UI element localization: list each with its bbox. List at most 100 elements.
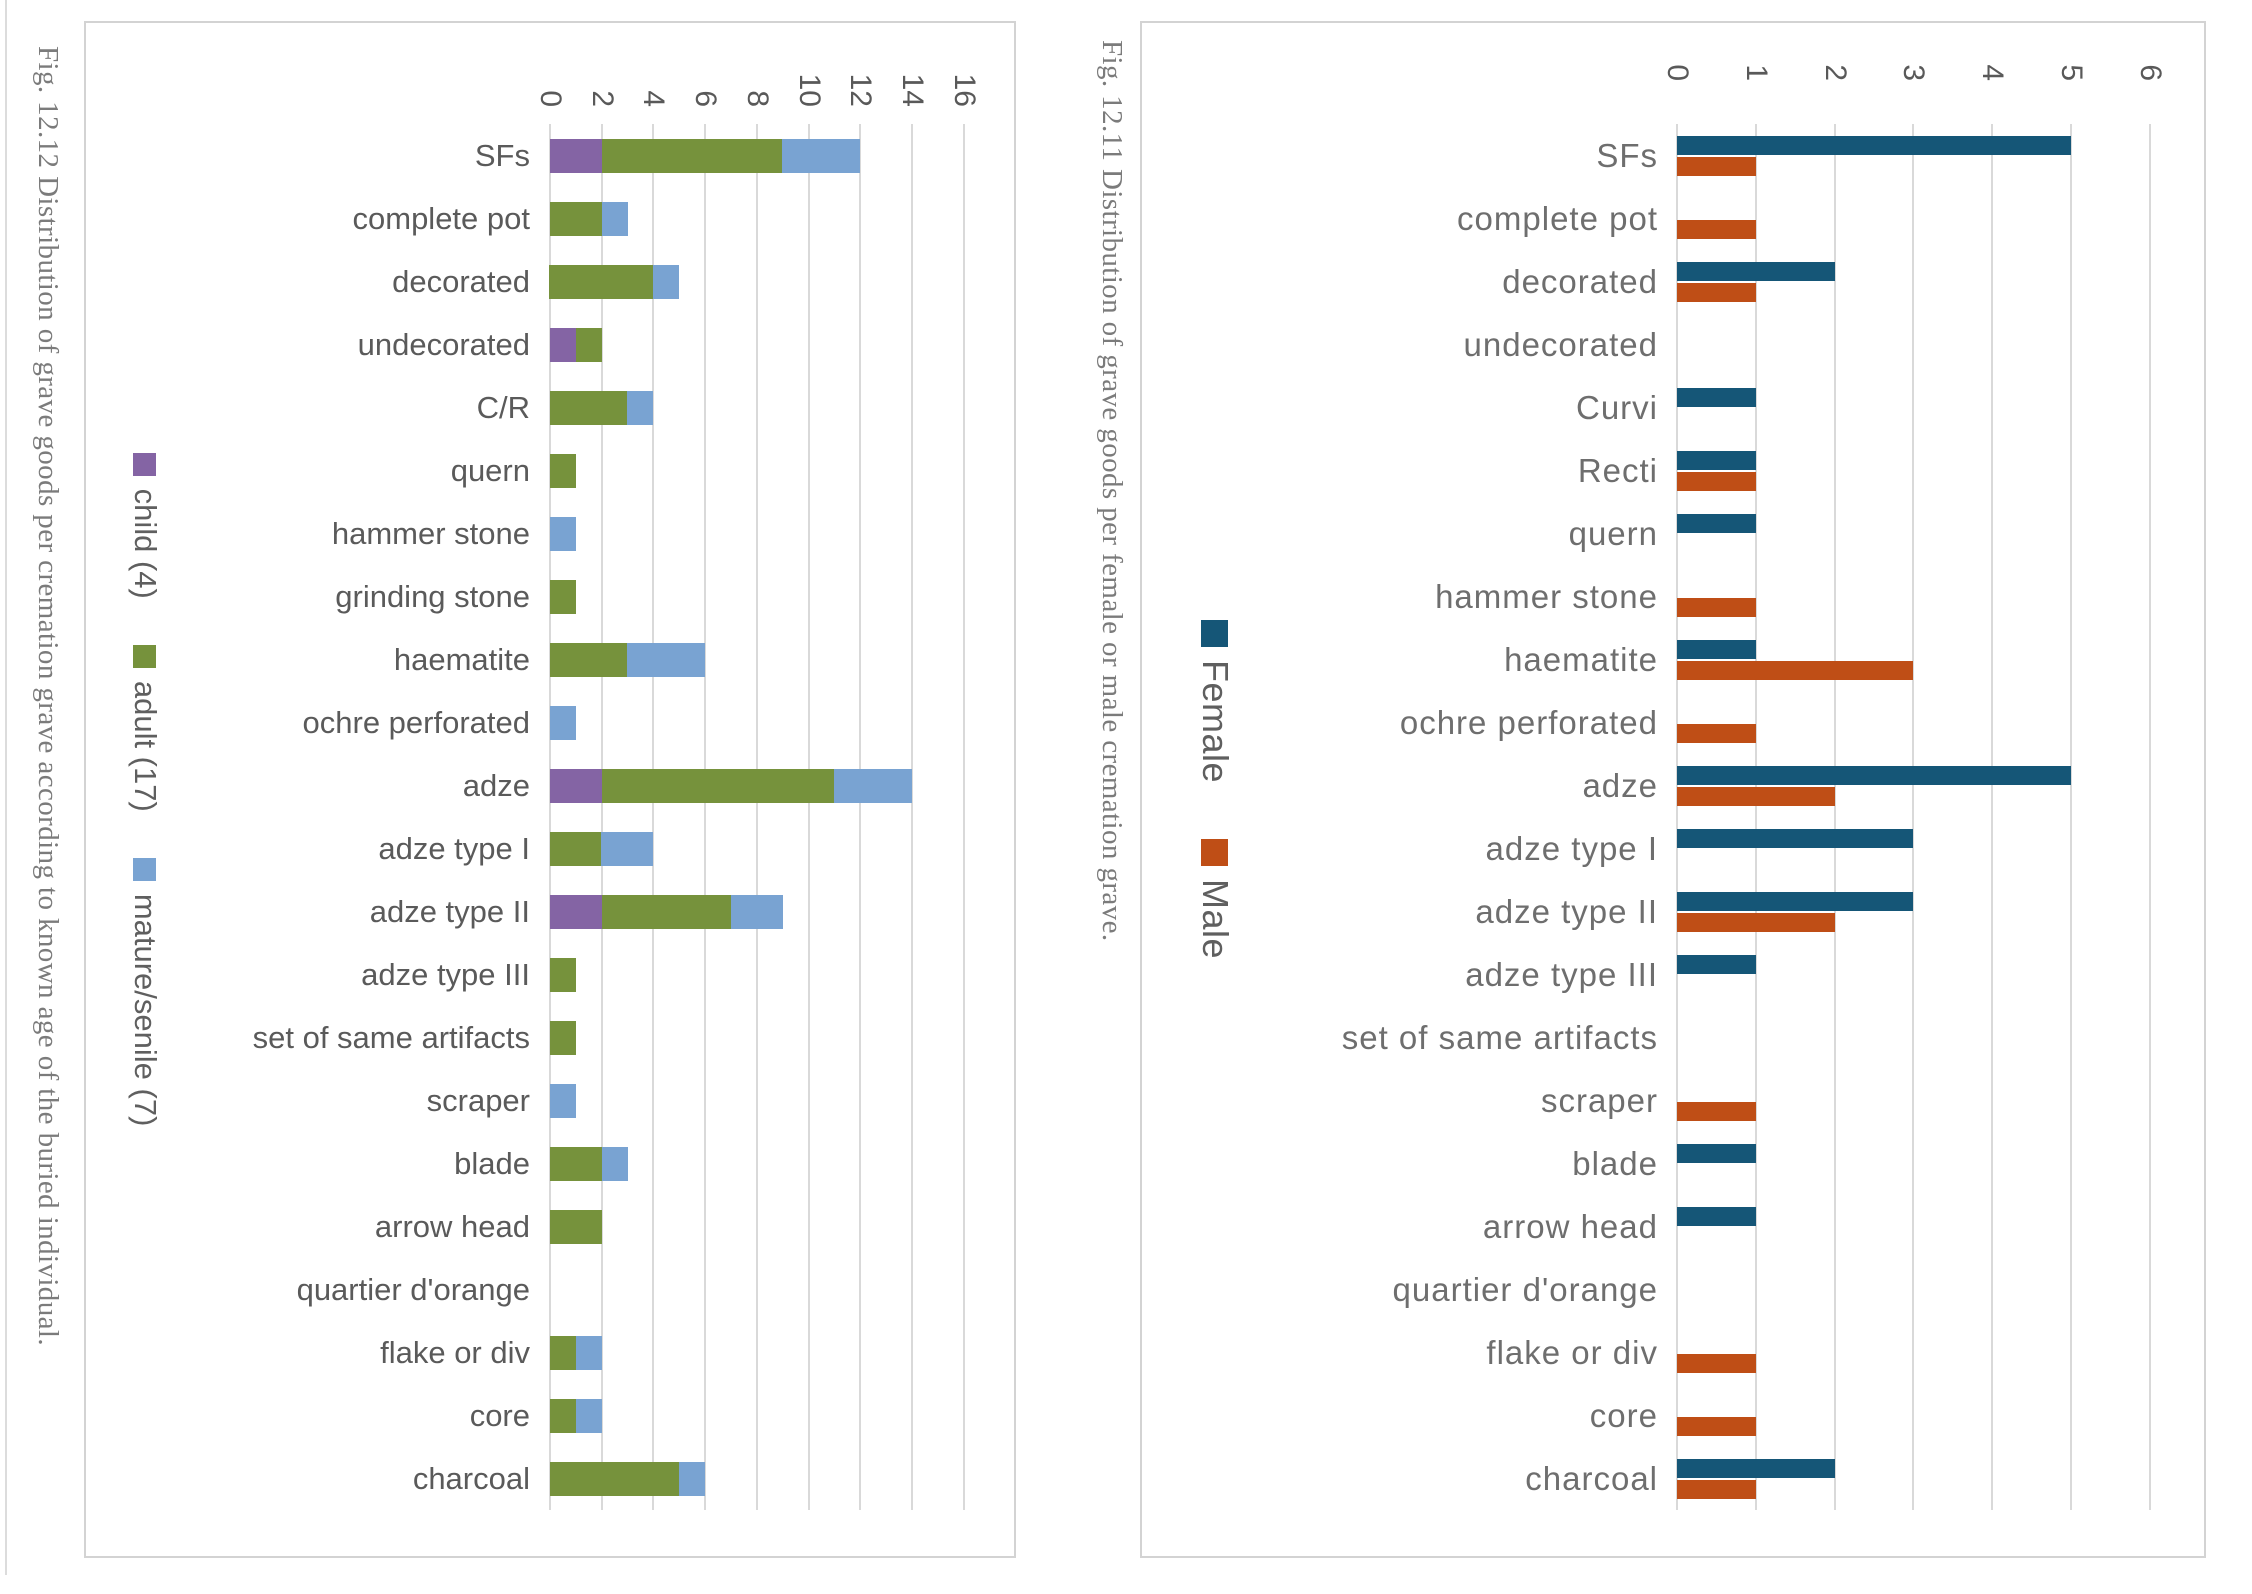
category-label: flake or div xyxy=(380,1335,530,1370)
category-label: arrow head xyxy=(374,1209,530,1244)
value-axis-tick-label: 0 xyxy=(534,90,567,107)
category-label: flake or div xyxy=(1486,1334,1658,1371)
value-gridline xyxy=(1755,124,1757,1510)
bar-male xyxy=(1677,661,1913,680)
bar-female xyxy=(1677,766,2071,785)
legend-swatch-child-4- xyxy=(133,452,157,476)
legend-item: Female xyxy=(1194,619,1236,783)
bar-segment-child-4- xyxy=(550,139,602,173)
value-axis-tick-label: 10 xyxy=(793,73,826,107)
bar-male xyxy=(1677,1354,1756,1373)
bar-male xyxy=(1677,787,1835,806)
category-label: decorated xyxy=(392,264,530,299)
value-gridline xyxy=(756,124,758,1510)
bar-female xyxy=(1677,388,1756,407)
category-label: decorated xyxy=(1502,263,1658,300)
bar-female xyxy=(1677,262,1835,281)
value-gridline xyxy=(808,124,810,1510)
bar-segment-child-4- xyxy=(550,895,602,929)
category-label: quern xyxy=(450,453,530,488)
figure-12-11: 0 1 2 3 4 5 6 SFs complete pot decorated undecorat… xyxy=(1078,21,2206,1558)
value-gridline xyxy=(652,124,654,1510)
category-label: ochre perforated xyxy=(1399,704,1658,741)
category-label: haematite xyxy=(1504,641,1658,678)
bar-female xyxy=(1677,451,1756,470)
bar-segment-mature-senile-7- xyxy=(602,202,628,236)
legend-label: child (4) xyxy=(128,488,163,599)
value-axis-tick-label: 4 xyxy=(637,90,670,107)
category-label: adze type III xyxy=(1465,956,1658,993)
bar-male xyxy=(1677,724,1756,743)
value-gridline xyxy=(1991,124,1993,1510)
value-gridline xyxy=(2149,124,2151,1510)
category-label: SFs xyxy=(474,138,530,173)
category-label: charcoal xyxy=(1525,1460,1658,1497)
category-label: Recti xyxy=(1577,452,1658,489)
value-gridline xyxy=(911,124,913,1510)
value-gridline xyxy=(859,124,861,1510)
category-label: adze type II xyxy=(369,894,530,929)
bar-male xyxy=(1677,598,1756,617)
bar-segment-adult-17- xyxy=(550,1462,679,1496)
value-axis-tick-label: 6 xyxy=(2134,64,2167,81)
bar-male xyxy=(1677,157,1756,176)
bar-segment-mature-senile-7- xyxy=(576,1336,602,1370)
value-axis-tick-label: 14 xyxy=(896,73,929,107)
legend-item: adult (17) xyxy=(127,644,163,812)
bar-female xyxy=(1677,1459,1835,1478)
value-axis-tick-label: 2 xyxy=(1819,64,1852,81)
category-label: arrow head xyxy=(1482,1208,1658,1245)
legend-label: adult (17) xyxy=(128,680,163,812)
bar-male xyxy=(1677,913,1835,932)
figure-12-12: 0 2 4 6 8 10 12 14 16 SFs complete pot decorated und… xyxy=(15,21,1016,1558)
category-label: adze xyxy=(462,768,530,803)
bar-segment-child-4- xyxy=(550,328,576,362)
bar-segment-adult-17- xyxy=(550,958,576,992)
category-label: set of same artifacts xyxy=(252,1020,530,1055)
category-label: ochre perforated xyxy=(302,705,530,740)
bar-female xyxy=(1677,1207,1756,1226)
bar-segment-mature-senile-7- xyxy=(576,1399,602,1433)
category-label: Curvi xyxy=(1575,389,1658,426)
legend-item: child (4) xyxy=(127,452,163,599)
value-gridline xyxy=(1834,124,1836,1510)
category-label: SFs xyxy=(1596,137,1658,174)
legend-swatch-mature-senile-7- xyxy=(133,857,157,881)
chart-panel-age-distribution: 0 2 4 6 8 10 12 14 16 SFs complete pot decorated und… xyxy=(84,21,1016,1558)
bar-segment-adult-17- xyxy=(549,265,653,299)
category-label: adze xyxy=(1582,767,1658,804)
category-label: complete pot xyxy=(352,201,531,236)
bar-female xyxy=(1677,829,1913,848)
category-label: scraper xyxy=(1540,1082,1658,1119)
bar-segment-mature-senile-7- xyxy=(550,517,576,551)
value-gridline xyxy=(1912,124,1914,1510)
value-gridline xyxy=(704,124,706,1510)
bar-segment-child-4- xyxy=(550,769,602,803)
value-gridline xyxy=(1676,124,1678,1510)
bar-female xyxy=(1677,892,1913,911)
value-axis-tick-label: 2 xyxy=(586,90,619,107)
legend-swatch-adult-17- xyxy=(133,644,157,668)
legend: Female Male xyxy=(1192,23,1238,1556)
bar-female xyxy=(1677,1144,1756,1163)
category-label: undecorated xyxy=(357,327,530,362)
value-axis-tick-label: 8 xyxy=(741,90,774,107)
bar-segment-mature-senile-7- xyxy=(731,895,783,929)
bar-segment-adult-17- xyxy=(550,580,576,614)
value-axis-tick-label: 12 xyxy=(844,73,877,107)
bar-segment-adult-17- xyxy=(576,328,602,362)
bar-segment-mature-senile-7- xyxy=(679,1462,705,1496)
category-label: undecorated xyxy=(1463,326,1658,363)
category-label: haematite xyxy=(393,642,530,677)
page-edge-shadow xyxy=(5,0,7,1575)
bar-segment-adult-17- xyxy=(550,454,576,488)
value-axis-tick-label: 0 xyxy=(1661,64,1694,81)
bar-segment-adult-17- xyxy=(550,1147,602,1181)
value-axis-tick-label: 16 xyxy=(948,73,981,107)
value-axis-tick-label: 1 xyxy=(1740,64,1773,81)
bar-segment-mature-senile-7- xyxy=(550,706,576,740)
category-label: complete pot xyxy=(1457,200,1658,237)
bar-segment-adult-17- xyxy=(550,1210,602,1244)
bar-male xyxy=(1677,283,1756,302)
category-label: core xyxy=(469,1398,530,1433)
